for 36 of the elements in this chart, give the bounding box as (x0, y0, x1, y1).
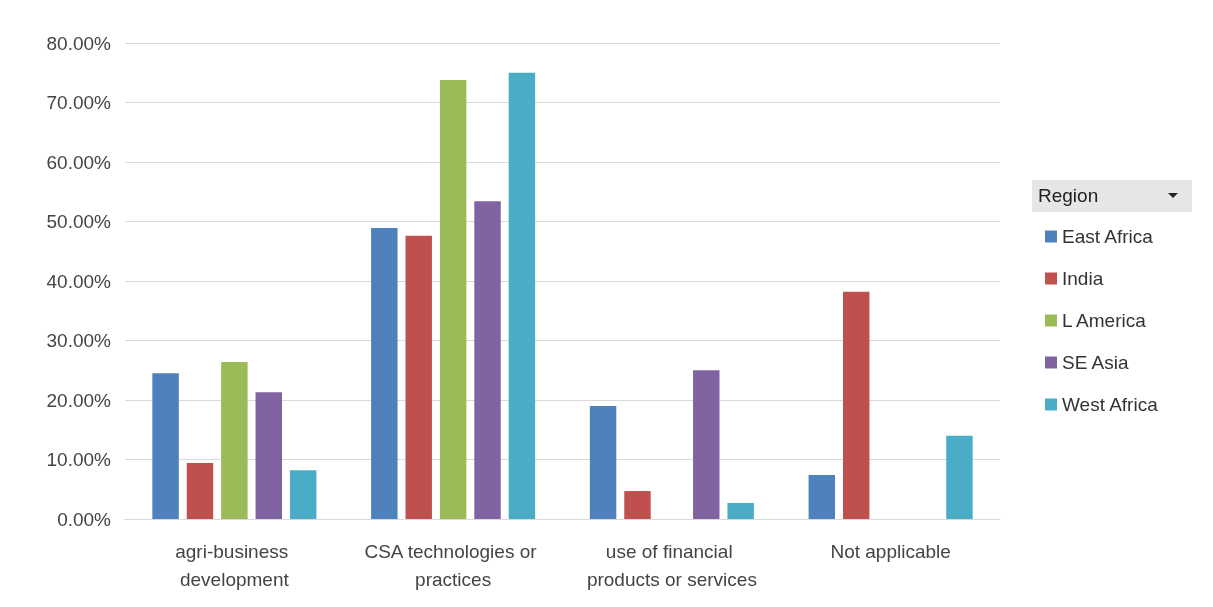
y-tick-label: 30.00% (46, 330, 112, 351)
legend-label: West Africa (1062, 394, 1159, 415)
bar (255, 392, 283, 519)
bar (693, 370, 720, 519)
y-tick-label: 80.00% (46, 32, 112, 54)
y-tick-label: 70.00% (46, 92, 112, 113)
x-tick-label: CSA technologies or practices (364, 540, 542, 590)
y-tick-label: 50.00% (46, 211, 112, 232)
bar (474, 201, 501, 519)
bar (624, 491, 651, 519)
bar (589, 405, 617, 519)
bar (842, 291, 870, 519)
bar (946, 435, 973, 519)
bar (152, 373, 179, 519)
legend-label: SE Asia (1062, 352, 1129, 373)
x-tick-label: use of financial products or services (586, 540, 757, 590)
legend-label: India (1062, 268, 1104, 289)
bar (371, 228, 398, 519)
y-tick-label: 20.00% (46, 389, 112, 411)
x-tick-label: Not applicable (830, 540, 951, 562)
bar (289, 470, 317, 519)
legend-label: East Africa (1062, 226, 1154, 247)
y-tick-label: 40.00% (46, 270, 112, 292)
bar (439, 79, 467, 519)
y-tick-label: 0.00% (57, 508, 112, 530)
bar (808, 474, 836, 519)
bar (221, 361, 248, 519)
legend-title: Region (1038, 185, 1099, 206)
legend-label: L America (1062, 310, 1147, 331)
y-tick-label: 60.00% (46, 151, 112, 173)
bar (405, 235, 432, 519)
bar (727, 502, 754, 519)
x-tick-label: agri-business development (175, 540, 294, 590)
y-tick-label: 10.00% (46, 449, 112, 470)
bar (186, 463, 214, 519)
bar (508, 72, 536, 519)
